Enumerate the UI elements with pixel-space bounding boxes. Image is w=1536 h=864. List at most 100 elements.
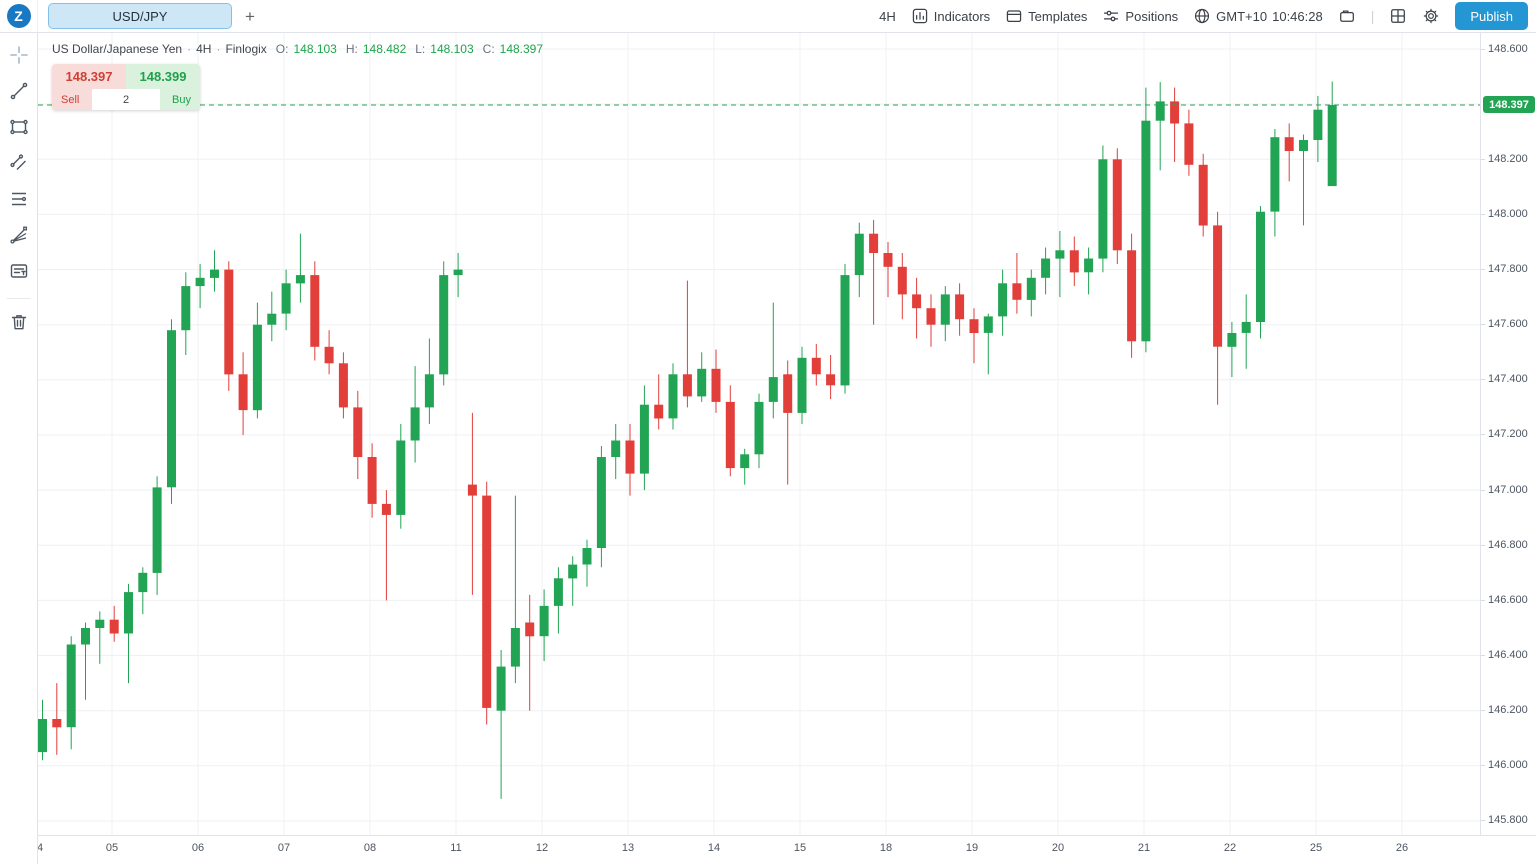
symbol-tab[interactable]: USD/JPY: [48, 3, 232, 29]
candle-body: [324, 346, 334, 364]
candle-body: [496, 666, 506, 711]
trash-icon: [8, 311, 30, 338]
candle-body: [1213, 225, 1223, 347]
delete-drawings-button[interactable]: [5, 310, 33, 338]
candle-body: [167, 330, 176, 488]
app-logo[interactable]: Z: [6, 4, 31, 28]
globe-icon: [1193, 7, 1211, 25]
candle-body: [281, 283, 291, 314]
candle-body: [252, 324, 262, 411]
gann-fan-tool-button[interactable]: [5, 223, 33, 251]
gear-icon: [1422, 7, 1440, 25]
indicators-icon: [911, 7, 929, 25]
candle-body: [210, 269, 219, 278]
toolbar-separator: [6, 298, 31, 299]
settings-button[interactable]: [1422, 7, 1440, 25]
candle-body: [897, 266, 907, 295]
price-tick-mark: [1481, 379, 1485, 381]
candle-body: [1055, 250, 1065, 259]
layout-grid-button[interactable]: [1389, 7, 1407, 25]
candle-body: [424, 374, 434, 408]
candle-body: [539, 605, 549, 637]
candle-body: [1084, 258, 1094, 273]
candle-body: [381, 503, 391, 515]
chart-canvas[interactable]: [38, 33, 1480, 835]
price-tick-label: 147.000: [1488, 483, 1528, 496]
rectangle-icon: [8, 116, 30, 143]
price-tick-mark: [1481, 158, 1485, 160]
chart-legend: US Dollar/Japanese Yen · 4H · Finlogix O…: [52, 42, 543, 56]
candle-body: [1227, 333, 1237, 347]
legend-open-label: O:: [275, 42, 289, 56]
parallel-lines-tool-button[interactable]: [5, 151, 33, 179]
candle-body: [611, 440, 621, 457]
candle-body: [596, 457, 606, 548]
candle-body: [826, 374, 836, 386]
candle-body: [467, 484, 477, 496]
legend-separator: ·: [216, 42, 221, 56]
gann-fan-icon: [8, 224, 30, 251]
sell-button[interactable]: Sell: [52, 89, 92, 110]
timeframe-button[interactable]: 4H: [879, 9, 896, 24]
indicators-button[interactable]: Indicators: [911, 7, 990, 25]
candle-body: [940, 294, 950, 325]
candle-body: [654, 404, 664, 419]
candle-body: [682, 374, 692, 397]
fib-retracement-tool-button[interactable]: [5, 187, 33, 215]
price-tick-mark: [1481, 489, 1485, 491]
legend-timeframe[interactable]: 4H: [196, 42, 212, 56]
candle-body: [396, 440, 406, 515]
buy-button[interactable]: Buy: [160, 89, 200, 110]
timeframe-label: 4H: [879, 8, 896, 24]
legend-provider: Finlogix: [225, 42, 267, 56]
price-tick-mark: [1481, 324, 1485, 326]
positions-icon: [1102, 7, 1120, 25]
rectangle-tool-button[interactable]: [5, 115, 33, 143]
time-axis-label: 20: [1051, 842, 1065, 854]
timezone-clock-button[interactable]: GMT+10 10:46:28: [1193, 7, 1323, 25]
time-axis-label: 05: [105, 842, 119, 854]
candle-body: [38, 719, 47, 753]
chart-panel: US Dollar/Japanese Yen · 4H · Finlogix O…: [37, 33, 1536, 864]
legend-high-label: H:: [345, 42, 358, 56]
candle-body: [1170, 101, 1180, 124]
templates-button[interactable]: Templates: [1005, 7, 1087, 25]
candle-body: [310, 275, 320, 347]
candle-body: [95, 619, 105, 628]
publish-button[interactable]: Publish: [1455, 2, 1528, 30]
legend-high-value: 148.482: [362, 42, 407, 56]
candle-body: [1155, 101, 1165, 121]
price-tick-label: 147.200: [1488, 428, 1528, 441]
legend-low-value: 148.103: [430, 42, 474, 56]
crosshair-tool-button[interactable]: [5, 43, 33, 71]
price-tick-label: 147.600: [1488, 318, 1528, 331]
price-tick-mark: [1481, 213, 1485, 215]
legend-symbol-title[interactable]: US Dollar/Japanese Yen: [52, 42, 183, 56]
positions-button[interactable]: Positions: [1102, 7, 1178, 25]
quantity-input[interactable]: [92, 89, 160, 110]
candle-body: [969, 319, 979, 333]
legend-close-label: C:: [482, 42, 495, 56]
candle-body: [983, 316, 993, 333]
time-axis-label: 19: [965, 842, 979, 854]
candle-body: [568, 564, 578, 579]
price-axis[interactable]: 148.600 148.200 148.000 147.800 147.600 147.4…: [1480, 33, 1536, 835]
candle-body: [797, 357, 807, 413]
legend-separator: ·: [187, 42, 192, 56]
trend-line-tool-button[interactable]: [5, 79, 33, 107]
candle-body: [725, 401, 735, 469]
price-tick-mark: [1481, 269, 1485, 271]
candle-body: [1012, 283, 1022, 300]
text-note-tool-button[interactable]: [5, 259, 33, 287]
buy-price-button[interactable]: 148.399: [126, 64, 200, 89]
time-axis[interactable]: 4 05 06 07 08 11 12 13 14 15 18 19 20 21 22 25 26: [37, 835, 1536, 864]
time-axis-label: 07: [277, 842, 291, 854]
candle-body: [66, 644, 76, 728]
sell-price-button[interactable]: 148.397: [52, 64, 126, 89]
candle-body: [1127, 250, 1137, 342]
candle-body: [582, 548, 592, 565]
screenshot-button[interactable]: [1338, 7, 1356, 25]
candle-body: [138, 572, 148, 593]
add-symbol-tab-button[interactable]: +: [245, 6, 255, 26]
